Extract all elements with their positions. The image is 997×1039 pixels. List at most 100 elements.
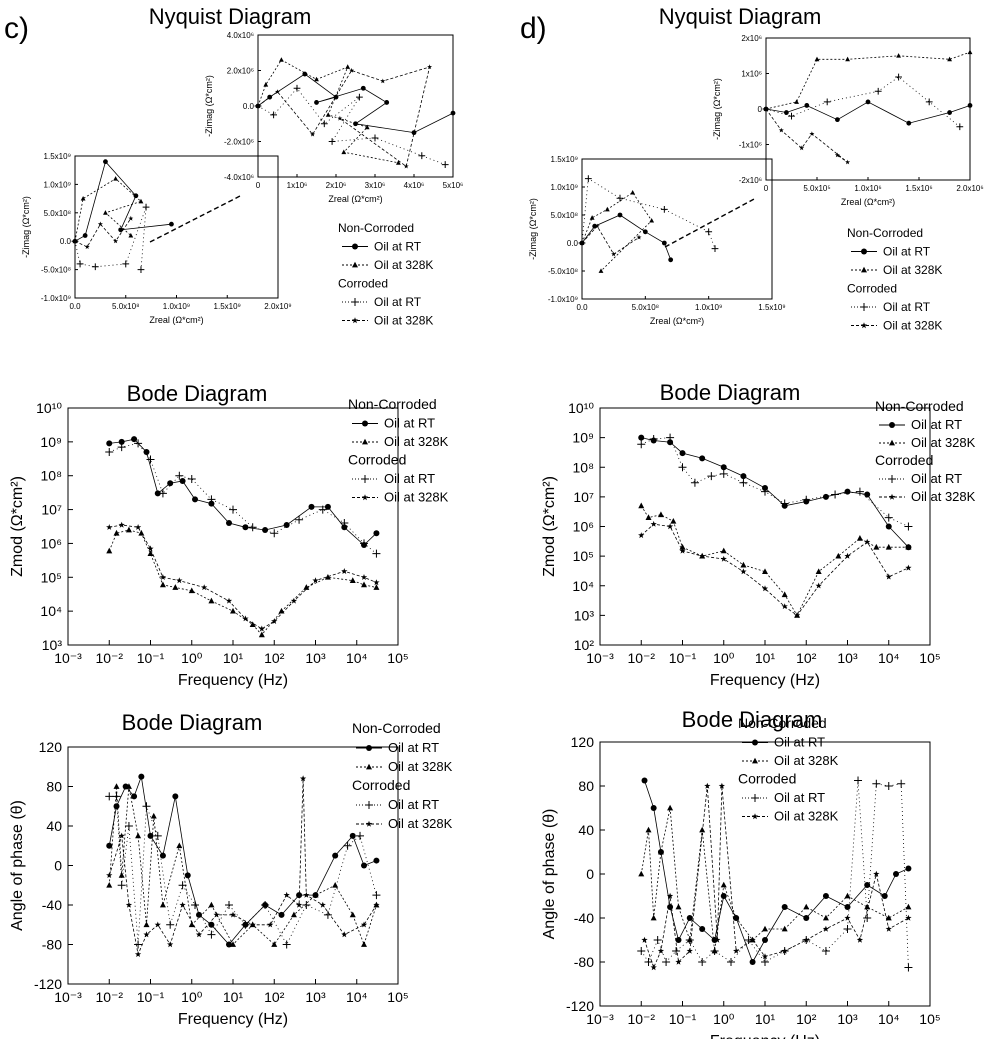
data-point <box>324 503 331 510</box>
data-point <box>441 161 449 168</box>
series-line <box>74 206 147 270</box>
data-point <box>803 915 810 921</box>
y-tick-label: 1.5x10⁹ <box>551 155 578 164</box>
data-point <box>113 238 119 244</box>
y-tick-label: 10⁴ <box>572 578 594 594</box>
data-point <box>118 227 124 233</box>
data-point <box>906 120 912 126</box>
data-point <box>611 251 617 257</box>
y-tick-label: -1x10⁶ <box>739 141 762 150</box>
data-point <box>881 893 888 899</box>
series-1 <box>638 804 912 954</box>
data-point <box>733 914 740 921</box>
data-point <box>720 555 727 562</box>
data-point <box>225 901 234 909</box>
data-point <box>323 910 332 919</box>
x-tick-label: 1x10⁶ <box>287 181 308 190</box>
legend-item-label: Oil at 328K <box>911 435 976 450</box>
data-point <box>103 159 108 165</box>
y-axis-label: -Zimag (Ω*cm²) <box>712 78 722 140</box>
data-point <box>72 238 78 244</box>
legend: Non-Corroded Oil at RT Oil at 328K Corroded… <box>847 226 942 333</box>
data-point <box>799 145 805 151</box>
charts-layer: 0 1x10⁶ 2x10⁶ 3x10⁶ 4x10⁶ 5x10⁶ -4.0x10⁶ -2.0x1… <box>9 4 984 1039</box>
series-3 <box>106 521 380 632</box>
data-point <box>884 513 893 522</box>
y-tick-label: 120 <box>571 734 595 750</box>
legend-swatch-marker <box>888 493 896 500</box>
data-point <box>956 123 964 131</box>
data-point <box>667 804 674 811</box>
legend-swatch-marker <box>366 745 372 751</box>
data-point <box>762 937 768 943</box>
legend-swatch-marker <box>366 763 372 770</box>
panel-c-label: c) <box>4 12 29 45</box>
data-point <box>699 826 706 833</box>
y-tick-label: -5.0x10⁸ <box>548 267 578 276</box>
data-point <box>685 936 694 944</box>
data-point <box>822 925 830 932</box>
legend: Non-Corroded Oil at RT Oil at 328K Corroded… <box>338 221 433 328</box>
data-point <box>146 455 155 464</box>
series-2 <box>105 439 381 558</box>
legend-group-label: Non-Corroded <box>875 398 964 414</box>
series-2 <box>71 203 150 273</box>
data-point <box>349 577 356 583</box>
data-point <box>332 881 339 888</box>
data-point <box>302 71 308 77</box>
data-point <box>705 228 713 236</box>
data-point <box>184 872 191 879</box>
data-point <box>270 111 277 119</box>
data-point <box>106 440 113 447</box>
data-point <box>143 921 150 928</box>
data-point <box>873 870 880 877</box>
x-tick-label: 10² <box>796 1011 817 1027</box>
data-point <box>324 573 331 580</box>
data-point <box>711 245 719 252</box>
y-tick-label: 120 <box>39 739 63 755</box>
data-point <box>893 871 900 877</box>
data-point <box>884 782 893 790</box>
data-point <box>803 903 810 910</box>
x-tick-label: 10⁵ <box>919 650 940 666</box>
data-point <box>172 793 179 800</box>
legend-item-label: Oil at 328K <box>774 809 839 824</box>
x-tick-label: 2.0x10⁶ <box>956 184 983 193</box>
data-point <box>106 881 113 888</box>
data-point <box>372 891 381 900</box>
y-tick-label: 5.0x10⁸ <box>551 211 578 220</box>
data-point <box>947 110 952 115</box>
data-point <box>895 73 902 81</box>
data-point <box>169 221 174 227</box>
data-point <box>873 543 880 550</box>
data-point <box>208 901 215 908</box>
data-point <box>660 206 668 213</box>
data-point <box>371 134 379 142</box>
x-axis-label: Frequency (Hz) <box>710 1033 820 1039</box>
legend-group-label: Non-Corroded <box>738 715 827 731</box>
y-tick-label: 10⁵ <box>573 548 594 564</box>
data-point <box>241 920 250 929</box>
data-point <box>159 574 167 580</box>
data-point <box>719 469 728 478</box>
data-point <box>905 903 912 910</box>
data-point <box>143 449 150 456</box>
data-point <box>653 936 662 944</box>
data-point <box>356 93 363 101</box>
data-point <box>290 911 297 918</box>
data-point <box>172 584 179 590</box>
data-point <box>794 612 801 618</box>
data-point <box>720 464 727 471</box>
x-tick-label: 5.0x10⁸ <box>632 303 659 312</box>
data-point <box>675 958 682 965</box>
data-point <box>275 89 280 94</box>
data-point <box>650 520 657 527</box>
series-line <box>765 108 848 163</box>
data-point <box>373 579 380 586</box>
data-point <box>784 110 789 115</box>
y-tick-label: 10³ <box>42 637 63 653</box>
series-line <box>74 178 142 242</box>
data-point <box>662 958 671 966</box>
data-point <box>707 472 716 481</box>
x-tick-label: 10⁻² <box>95 650 123 666</box>
